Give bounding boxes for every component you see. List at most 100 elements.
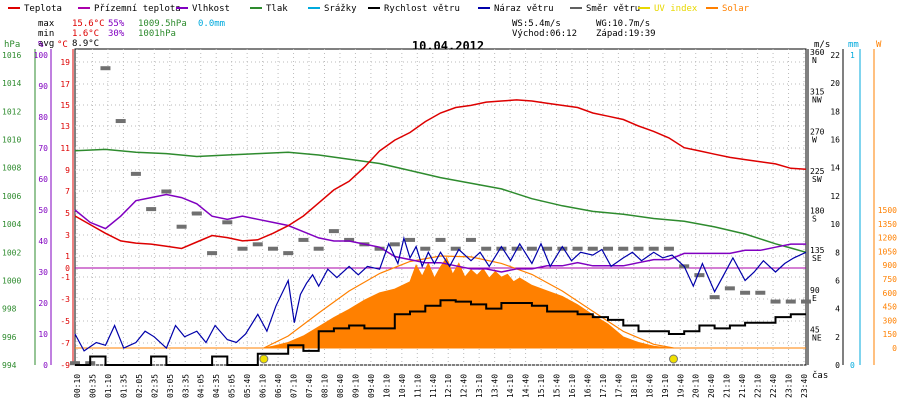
x-tick-label: 13:10 <box>475 374 484 398</box>
axis-temp-tick: 9 <box>65 166 70 175</box>
stat-max-label: max <box>38 19 55 29</box>
axis-w-tick: 1350 <box>878 220 897 229</box>
wind-dir-mark-9 <box>207 251 218 256</box>
x-tick-label: 07:40 <box>305 374 314 398</box>
wind-dir-mark-44 <box>740 290 751 295</box>
x-tick-label: 10:40 <box>398 374 407 398</box>
axis-temp-tick: 7 <box>65 187 70 196</box>
wind-dir-mark-46 <box>770 299 781 304</box>
axis-hpa-tick: 1012 <box>2 107 21 116</box>
wind-dir-mark-39 <box>663 246 674 251</box>
wind-dir-mark-34 <box>587 246 598 251</box>
axis-ms-tick: 0 <box>835 361 840 370</box>
axis-hpa-unit: hPa <box>4 40 20 50</box>
x-tick-label: 09:40 <box>367 374 376 398</box>
axis-temp-tick: 19 <box>60 58 70 67</box>
wind-dir-mark-31 <box>542 246 553 251</box>
wind-dir-mark-28 <box>496 246 507 251</box>
axis-temp-tick: 13 <box>60 122 70 131</box>
wind-dir-mark-3 <box>115 119 126 124</box>
x-tick-label: 04:05 <box>197 374 206 398</box>
wind-dir-mark-25 <box>450 246 461 251</box>
stat-max-temp: 15.6°C <box>72 19 105 29</box>
axis-w-tick: 0 <box>892 344 897 353</box>
axis-hpa-tick: 998 <box>2 305 17 314</box>
legend-label-5: Rychlost větru <box>384 4 460 14</box>
wind-dir-mark-48 <box>801 299 811 304</box>
x-tick-label: 05:05 <box>228 374 237 398</box>
info-wg: WG:10.7m/s <box>596 19 650 29</box>
axis-hpa-tick: 1010 <box>2 136 21 145</box>
axis-hpa-tick: 1008 <box>2 164 21 173</box>
x-tick-label: 23:40 <box>800 374 809 398</box>
x-tick-label: 19:10 <box>661 374 670 398</box>
axis-x-label: čas <box>812 370 828 381</box>
axis-temp-tick: 0 <box>65 264 70 273</box>
x-tick-label: 17:10 <box>599 374 608 398</box>
x-tick-label: 17:40 <box>614 374 623 398</box>
x-tick-label: 03:05 <box>166 374 175 398</box>
wind-dir-mark-32 <box>557 246 568 251</box>
x-tick-label: 18:10 <box>630 374 639 398</box>
x-tick-label: 03:35 <box>181 374 190 398</box>
x-tick-label: 18:40 <box>645 374 654 398</box>
wind-dir-mark-11 <box>237 246 248 251</box>
legend-label-7: Směr větru <box>586 4 640 14</box>
x-tick-label: 01:35 <box>119 374 128 398</box>
legend-label-2: Vlhkost <box>192 4 230 14</box>
stat-max-press: 1009.5hPa <box>138 19 187 29</box>
legend-label-9: Solar <box>722 4 750 14</box>
axis-pct-tick: 60 <box>38 175 48 184</box>
axis-ms-tick: 4 <box>835 305 840 314</box>
legend-label-1: Přízemní teplota <box>94 4 181 14</box>
axis-temp-tick: 15 <box>60 101 70 110</box>
x-tick-label: 12:40 <box>460 374 469 398</box>
wind-dir-mark-0 <box>70 361 80 366</box>
axis-dir-tick: 315 <box>810 88 825 97</box>
axis-dir-label: NW <box>812 96 822 105</box>
axis-ms-tick: 8 <box>835 248 840 257</box>
axis-mm-unit: mm <box>848 40 859 50</box>
x-tick-label: 16:40 <box>583 374 592 398</box>
x-tick-label: 11:10 <box>413 374 422 398</box>
axis-pct-tick: 30 <box>38 268 48 277</box>
x-tick-label: 01:10 <box>104 374 113 398</box>
axis-hpa-tick: 1002 <box>2 248 21 257</box>
x-tick-label: 06:10 <box>259 374 268 398</box>
wind-dir-mark-14 <box>283 251 294 256</box>
wind-dir-mark-42 <box>709 295 720 300</box>
axis-hpa-tick: 1014 <box>2 79 21 88</box>
solar-theoretical-line <box>263 255 674 349</box>
axis-temp-tick: -3 <box>60 295 70 304</box>
info-ws: WS:5.4m/s <box>512 19 561 29</box>
x-tick-label: 11:40 <box>429 374 438 398</box>
x-tick-label: 21:40 <box>738 374 747 398</box>
axis-ms-tick: 14 <box>830 164 840 173</box>
grid <box>75 49 806 366</box>
axis-ms-tick: 12 <box>830 192 840 201</box>
wind-dir-mark-21 <box>389 242 400 247</box>
axis-pct-tick: 0 <box>43 361 48 370</box>
wind-dir-mark-33 <box>572 246 583 251</box>
x-tick-label: 12:10 <box>444 374 453 398</box>
axis-temp-tick: -1 <box>60 273 70 282</box>
x-tick-label: 07:10 <box>290 374 299 398</box>
axis-temp-tick: 17 <box>60 80 70 89</box>
stat-min-temp: 1.6°C <box>72 29 99 39</box>
stat-max-rain: 0.0mm <box>198 19 225 29</box>
wind-dir-mark-30 <box>526 246 537 251</box>
wind-gust-line <box>74 235 807 352</box>
axis-hpa-tick: 994 <box>2 361 17 370</box>
x-tick-label: 14:10 <box>506 374 515 398</box>
humidity-line <box>74 193 806 273</box>
x-tick-label: 22:10 <box>754 374 763 398</box>
axis-ms-tick: 10 <box>830 220 840 229</box>
wind-dir-mark-16 <box>313 246 324 251</box>
axis-pct-tick: 70 <box>38 144 48 153</box>
wind-dir-mark-35 <box>603 246 614 251</box>
axis-dir-tick: 225 <box>810 167 825 176</box>
x-tick-label: 19:40 <box>676 374 685 398</box>
wind-dir-mark-36 <box>618 246 629 251</box>
wind-dir-mark-5 <box>146 207 157 212</box>
